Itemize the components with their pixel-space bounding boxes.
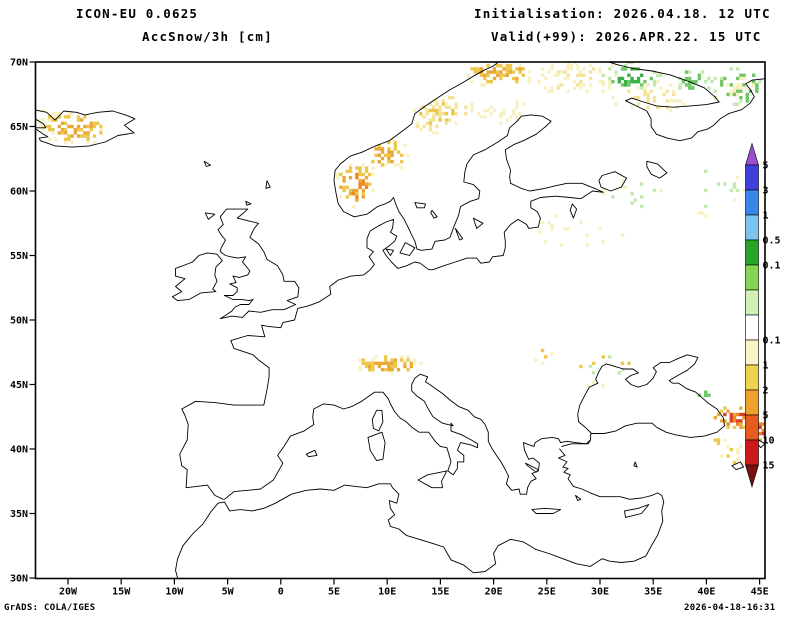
colorbar-segment — [745, 164, 759, 191]
variable-title: AccSnow/3h [cm] — [142, 29, 273, 44]
colorbar-label: 1 — [763, 211, 769, 222]
coast-euboea — [525, 462, 539, 473]
colorbar-segment — [745, 364, 759, 391]
colorbar-label: 5 — [763, 411, 769, 422]
lon-tick-label: 45E — [751, 587, 769, 598]
coast-lake-van — [731, 461, 745, 471]
axes: 70N 65N 60N 55N 50N 45N 40N 35N 30N 20W 15W 10W 5W 0 5… — [10, 58, 769, 598]
colorbar-label: 15 — [763, 461, 775, 472]
lon-tick-label: 30E — [591, 587, 609, 598]
coast-rhodes — [575, 494, 582, 502]
valid-label: Valid(+99): 2026.APR.22. 15 UTC — [491, 29, 762, 44]
coast-crete — [531, 507, 562, 514]
lon-tick-label: 25E — [538, 587, 556, 598]
colorbar-segment — [745, 189, 759, 216]
colorbar-segment — [745, 239, 759, 266]
model-title: ICON-EU 0.0625 — [76, 6, 199, 21]
lat-tick-label: 55N — [10, 251, 28, 262]
timestamp: 2026-04-18-16:31 — [684, 603, 776, 613]
coast-lake-vattern — [430, 209, 438, 219]
lon-tick-label: 15W — [112, 587, 131, 598]
lat-tick-label: 30N — [10, 574, 28, 585]
coast-hebrides — [204, 212, 216, 220]
lat-tick-label: 35N — [10, 509, 28, 520]
coast-funen — [385, 248, 395, 256]
colorbar-arrow-bottom — [745, 464, 759, 489]
lon-tick-label: 20W — [59, 587, 78, 598]
coast-shetland — [265, 180, 271, 189]
colorbar-label: 0.5 — [763, 236, 781, 247]
colorbar-label: 3 — [763, 186, 769, 197]
lon-tick-label: 35E — [644, 587, 662, 598]
coast-orkney — [245, 200, 252, 206]
coast-lake-peipus — [569, 203, 578, 219]
lon-tick-label: 15E — [431, 587, 449, 598]
lon-tick-label: 0 — [278, 587, 284, 598]
init-label: Initialisation: 2026.04.18. 12 UTC — [474, 6, 771, 21]
coast-marmara-south — [561, 439, 591, 447]
coast-lake-tuz — [633, 461, 638, 468]
coast-corsica — [371, 409, 384, 432]
coast-sardinia — [367, 431, 386, 462]
coast-black-sea — [577, 354, 725, 438]
lat-tick-label: 65N — [10, 122, 28, 133]
lon-tick-label: 10E — [378, 587, 396, 598]
colorbar-segment — [745, 339, 759, 366]
coast-lake-vanern — [414, 202, 426, 209]
lat-tick-label: 45N — [10, 380, 28, 391]
colorbar-label: 0.1 — [763, 336, 781, 347]
colorbar: 5 3 1 0.5 0.1 0.1 1 2 5 10 15 — [745, 142, 781, 489]
coast-sicily — [417, 470, 448, 489]
colorbar-segment — [745, 389, 759, 416]
coast-mallorca — [305, 449, 318, 458]
colorbar-segment — [745, 214, 759, 241]
coast-lake-onega — [646, 160, 668, 179]
lon-tick-label: 40E — [697, 587, 715, 598]
lat-tick-label: 40N — [10, 445, 28, 456]
coast-aegean-levant-africa — [175, 448, 665, 579]
lon-tick-label: 10W — [165, 587, 184, 598]
coast-mediterranean-north — [223, 373, 592, 500]
colorbar-label: 1 — [763, 361, 769, 372]
coast-great-britain — [217, 208, 300, 320]
colorbar-label: 0.1 — [763, 261, 781, 272]
coast-gotland — [472, 217, 484, 229]
colorbar-segment — [745, 264, 759, 291]
coast-mainland-europe — [179, 62, 604, 500]
coast-russia-arctic-whitesea — [608, 62, 765, 142]
coast-cyprus — [624, 504, 650, 518]
colorbar-segment — [745, 289, 759, 316]
lon-tick-label: 5E — [328, 587, 340, 598]
colorbar-label: 10 — [763, 436, 775, 447]
colorbar-segment — [745, 314, 759, 341]
lon-tick-label: 5W — [222, 587, 235, 598]
coast-faroe-islands — [203, 160, 212, 167]
coastlines — [35, 62, 765, 579]
colorbar-arrow-top — [745, 142, 759, 166]
colorbar-label: 2 — [763, 386, 769, 397]
coast-oland — [454, 227, 464, 241]
colorbar-segment — [745, 414, 759, 441]
grads-credit: GrADS: COLA/IGES — [4, 603, 96, 613]
snow-shading — [38, 62, 765, 465]
colorbar-label: 5 — [763, 161, 769, 172]
colorbar-segment — [745, 439, 759, 466]
lat-tick-label: 70N — [10, 58, 28, 69]
coast-ireland — [171, 252, 223, 302]
lon-tick-label: 20E — [485, 587, 503, 598]
coast-lake-ladoga — [598, 171, 628, 192]
coast-zealand — [399, 242, 416, 256]
lat-tick-label: 50N — [10, 316, 28, 327]
lat-tick-label: 60N — [10, 187, 28, 198]
map-frame — [34, 61, 766, 580]
